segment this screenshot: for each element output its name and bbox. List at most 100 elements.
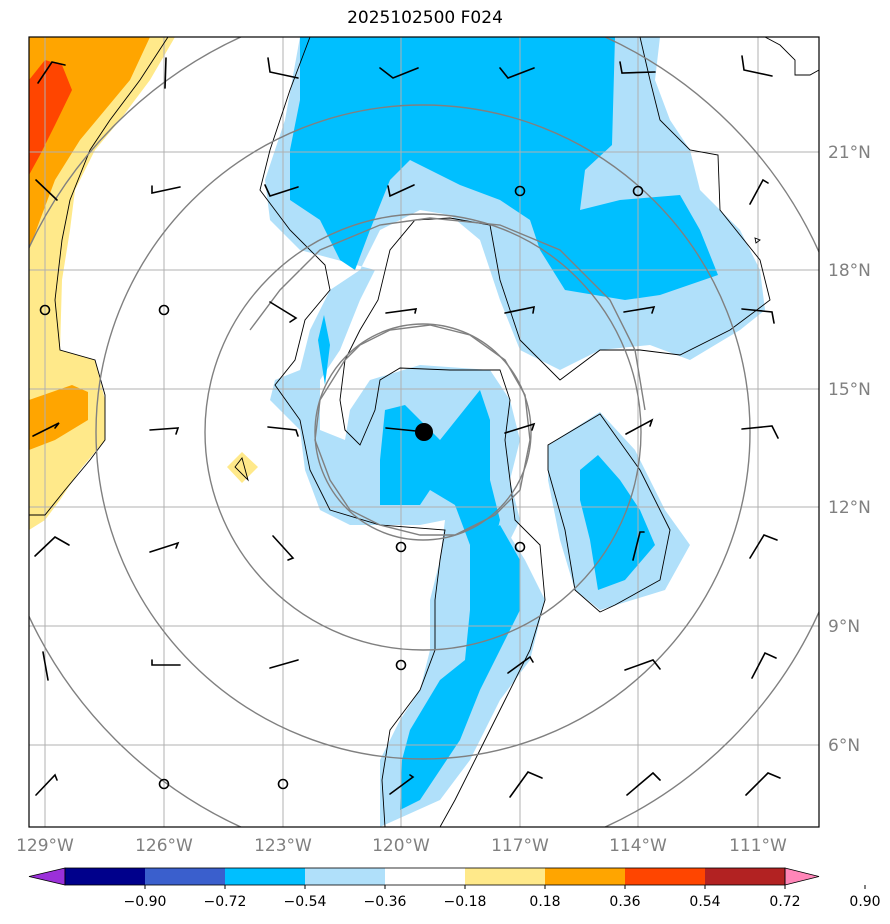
range-rings <box>29 37 819 827</box>
colorbar-tick-label: −0.36 <box>364 894 407 910</box>
wind-barb <box>624 659 661 671</box>
positive-anomaly-orange-patch <box>29 385 88 450</box>
wind-barb <box>749 178 769 205</box>
lat-label: 6°N <box>828 736 860 756</box>
lat-label: 18°N <box>828 261 871 281</box>
negative-anomaly-blue-south-band <box>400 525 520 810</box>
wind-barb <box>149 427 180 435</box>
wind-barb <box>626 771 661 796</box>
wind-barb <box>264 184 299 197</box>
positive-anomaly-yellow-spot <box>227 452 258 483</box>
colorbar-tick-label: 0.18 <box>529 894 560 910</box>
colorbar-tick-label: 0.90 <box>849 894 880 910</box>
colorbar-swatch <box>65 868 146 885</box>
wind-barb <box>749 534 778 559</box>
map-frame <box>28 36 820 828</box>
wind-barb <box>164 57 167 89</box>
wind-barb <box>151 185 181 194</box>
colorbar-extend-min <box>28 867 66 886</box>
lon-label: 117°W <box>491 836 549 856</box>
wind-barb <box>504 305 535 314</box>
wind-barb <box>379 67 419 79</box>
map-title: 2025102500 F024 <box>347 8 503 28</box>
wind-barb <box>272 535 295 561</box>
wind-barb <box>509 771 543 798</box>
wind-barb <box>741 425 779 439</box>
colorbar-tick-label: −0.18 <box>444 894 487 910</box>
wind-barb <box>42 651 49 681</box>
colorbar-tick-label: −0.90 <box>124 894 167 910</box>
colorbar-swatch <box>145 868 226 885</box>
calm-wind-circle <box>277 778 289 790</box>
calm-wind-circle <box>158 778 170 790</box>
wind-barb <box>35 179 58 201</box>
longitude-axis: 129°W 126°W 123°W 120°W 117°W 114°W 111°… <box>16 836 787 856</box>
colorbar-tick-label: −0.72 <box>204 894 247 910</box>
wind-barb <box>385 308 418 314</box>
wind-barb <box>619 61 656 74</box>
lat-label: 9°N <box>828 617 860 637</box>
lat-label: 21°N <box>828 143 871 163</box>
colorbar-swatch <box>625 868 706 885</box>
lat-label: 12°N <box>828 498 871 518</box>
calm-wind-markers <box>39 185 644 790</box>
wind-barb <box>267 426 299 437</box>
wind-barb <box>504 422 536 434</box>
wind-barb <box>745 772 781 796</box>
wind-barb <box>151 659 181 666</box>
calm-wind-circle <box>514 185 526 197</box>
colorbar-swatch <box>305 868 386 885</box>
wind-barb <box>741 308 775 324</box>
colorbar-tick-label: 0.54 <box>689 894 720 910</box>
negative-anomaly-blue-region <box>290 37 718 300</box>
colorbar-swatch <box>225 868 306 885</box>
wind-barb <box>751 651 777 679</box>
wind-barb <box>269 659 299 669</box>
graticule <box>29 37 819 827</box>
contour-outlines <box>29 37 819 827</box>
wind-barb <box>385 427 417 432</box>
colorbar-extend-max <box>784 867 820 886</box>
latitude-axis: 21°N 18°N 15°N 12°N 9°N 6°N <box>828 143 871 756</box>
wind-barb <box>507 655 534 674</box>
colorbar-tick-label: 0.36 <box>609 894 640 910</box>
wind-barbs <box>32 55 781 798</box>
calm-wind-circle <box>395 659 407 671</box>
wind-barb <box>625 418 654 435</box>
lon-label: 123°W <box>254 836 312 856</box>
colorbar-tick-label: 0.72 <box>769 894 800 910</box>
lon-label: 111°W <box>729 836 787 856</box>
wind-barb <box>267 57 299 79</box>
colorbar-outline <box>64 867 786 886</box>
negative-anomaly-blue-core-center <box>380 390 500 545</box>
colorbar-tick-label: −0.54 <box>284 894 327 910</box>
negative-anomaly-blue-east-core <box>580 455 655 590</box>
wind-barb <box>32 422 60 437</box>
negative-anomaly-blue-small-core <box>318 315 330 385</box>
colorbar-swatch <box>545 868 626 885</box>
wind-barb <box>269 301 298 323</box>
wind-barb <box>499 67 535 79</box>
colorbar-swatch <box>385 868 466 885</box>
calm-wind-circle <box>632 185 644 197</box>
wind-barb <box>623 305 656 314</box>
calm-wind-circle <box>158 304 170 316</box>
wind-barb <box>632 531 645 561</box>
positive-anomaly-red-orange-region <box>29 60 72 175</box>
calm-wind-circle <box>395 541 407 553</box>
lon-label: 114°W <box>609 836 667 856</box>
lon-label: 120°W <box>372 836 430 856</box>
colorbar-swatch <box>465 868 546 885</box>
lon-label: 126°W <box>135 836 193 856</box>
calm-wind-circle <box>39 304 51 316</box>
wind-barb <box>34 536 70 557</box>
colorbar: −0.90 −0.72 −0.54 −0.36 −0.18 0.18 0.36 0.54 0.7… <box>28 867 881 910</box>
wind-barb <box>35 773 58 796</box>
wind-barb <box>387 184 415 198</box>
wind-barb <box>741 55 773 77</box>
wind-barb <box>149 541 180 553</box>
calm-wind-circle <box>514 541 526 553</box>
storm-center-marker <box>415 423 433 441</box>
lon-label: 129°W <box>16 836 74 856</box>
